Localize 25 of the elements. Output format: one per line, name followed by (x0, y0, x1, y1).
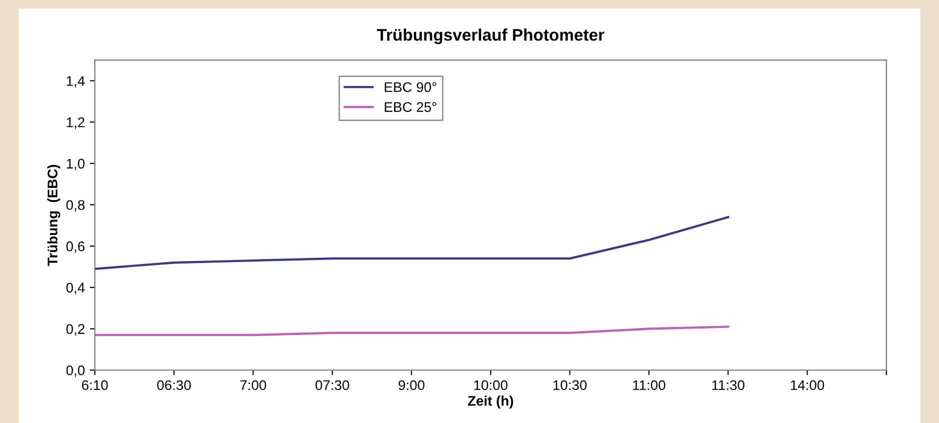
line-series (94, 326, 730, 336)
x-tick-label: 11:30 (712, 380, 744, 390)
y-tick-label: 1,2 (66, 117, 84, 129)
x-tick-label: 06:30 (157, 380, 191, 390)
x-tick-label: 07:30 (315, 380, 350, 390)
y-tick-label: 0,2 (66, 324, 84, 336)
y-tick-label: 1,0 (66, 158, 85, 170)
chart-title: Trübungsverlauf Photometer (376, 28, 604, 44)
x-tick-label: 9:00 (398, 380, 424, 390)
y-axis-title: Trübung (EBC) (47, 164, 60, 266)
y-tick-label: 0,8 (66, 200, 85, 212)
x-tick-label: 10:30 (553, 380, 587, 390)
x-tick-label: 14:00 (790, 380, 824, 390)
x-tick-label: 11:00 (633, 380, 666, 390)
y-tick-label: 0,0 (66, 365, 85, 377)
x-tick-label: 10:00 (474, 380, 508, 390)
y-tick-label: 0,6 (66, 241, 85, 253)
x-tick-label: 6:10 (82, 380, 108, 390)
y-tick-label: 1,4 (66, 76, 85, 88)
legend-label: EBC 90° (384, 82, 436, 92)
line-series (94, 216, 730, 270)
legend-label: EBC 25° (384, 102, 436, 112)
x-axis-title: Zeit (h) (468, 396, 514, 409)
x-tick-label: 7:00 (240, 380, 266, 390)
y-tick-label: 0,4 (66, 282, 85, 294)
